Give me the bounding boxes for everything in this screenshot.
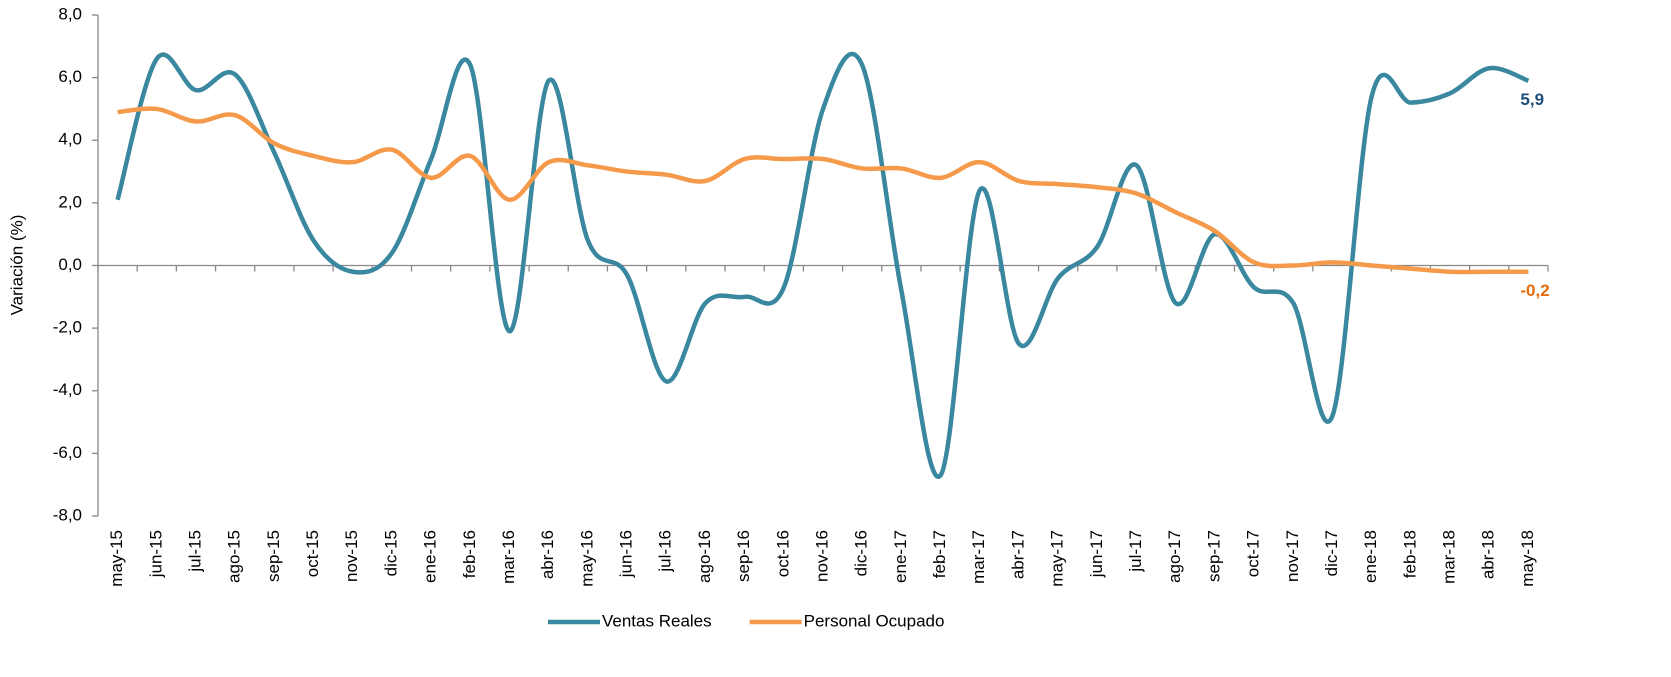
- x-tick-label: jul-15: [185, 530, 204, 573]
- x-tick-label: may-17: [1048, 530, 1067, 587]
- x-tick-label: ago-16: [695, 530, 714, 583]
- x-tick-label: ene-17: [891, 530, 910, 583]
- x-tick-label: mar-17: [969, 530, 988, 584]
- x-tick-label: dic-16: [852, 530, 871, 576]
- x-tick-label: may-16: [577, 530, 596, 587]
- y-tick-label: -8,0: [53, 505, 82, 524]
- x-tick-label: abr-17: [1008, 530, 1027, 579]
- x-tick-label: jun-17: [1087, 530, 1106, 578]
- y-tick-label: 8,0: [58, 4, 82, 23]
- x-tick-label: jul-17: [1126, 530, 1145, 573]
- x-tick-label: oct-17: [1244, 530, 1263, 577]
- value-label: -0,2: [1520, 281, 1549, 300]
- x-tick-label: sep-17: [1204, 530, 1223, 582]
- x-tick-label: jul-16: [656, 530, 675, 573]
- y-tick-label: 0,0: [58, 255, 82, 274]
- legend-label: Personal Ocupado: [804, 611, 945, 630]
- y-tick-label: 4,0: [58, 130, 82, 149]
- x-tick-label: may-15: [107, 530, 126, 587]
- x-tick-label: feb-16: [460, 530, 479, 578]
- x-tick-label: oct-15: [303, 530, 322, 577]
- x-tick-label: abr-16: [538, 530, 557, 579]
- x-tick-label: may-18: [1518, 530, 1537, 587]
- x-tick-label: sep-16: [734, 530, 753, 582]
- x-tick-label: ago-15: [225, 530, 244, 583]
- x-tick-label: jun-15: [146, 530, 165, 578]
- x-tick-label: feb-18: [1400, 530, 1419, 578]
- x-tick-label: jun-16: [617, 530, 636, 578]
- series-line: [115, 51, 1530, 479]
- x-tick-label: ago-17: [1165, 530, 1184, 583]
- y-tick-label: 2,0: [58, 192, 82, 211]
- legend-label: Ventas Reales: [602, 611, 712, 630]
- x-tick-label: ene-16: [421, 530, 440, 583]
- x-tick-label: mar-16: [499, 530, 518, 584]
- y-tick-label: 6,0: [58, 67, 82, 86]
- value-label: 5,9: [1520, 90, 1544, 109]
- x-tick-label: nov-17: [1283, 530, 1302, 582]
- x-tick-label: mar-18: [1440, 530, 1459, 584]
- y-axis-label: Variación (%): [7, 215, 26, 316]
- y-tick-label: -2,0: [53, 318, 82, 337]
- x-tick-label: sep-15: [264, 530, 283, 582]
- x-tick-label: dic-17: [1322, 530, 1341, 576]
- x-tick-label: feb-17: [930, 530, 949, 578]
- y-tick-label: -4,0: [53, 380, 82, 399]
- x-tick-label: nov-16: [812, 530, 831, 582]
- x-tick-label: oct-16: [773, 530, 792, 577]
- x-tick-label: dic-15: [381, 530, 400, 576]
- series-line: [117, 106, 1529, 275]
- x-tick-label: abr-18: [1479, 530, 1498, 579]
- x-tick-label: ene-18: [1361, 530, 1380, 583]
- y-tick-label: -6,0: [53, 443, 82, 462]
- x-tick-label: nov-15: [342, 530, 361, 582]
